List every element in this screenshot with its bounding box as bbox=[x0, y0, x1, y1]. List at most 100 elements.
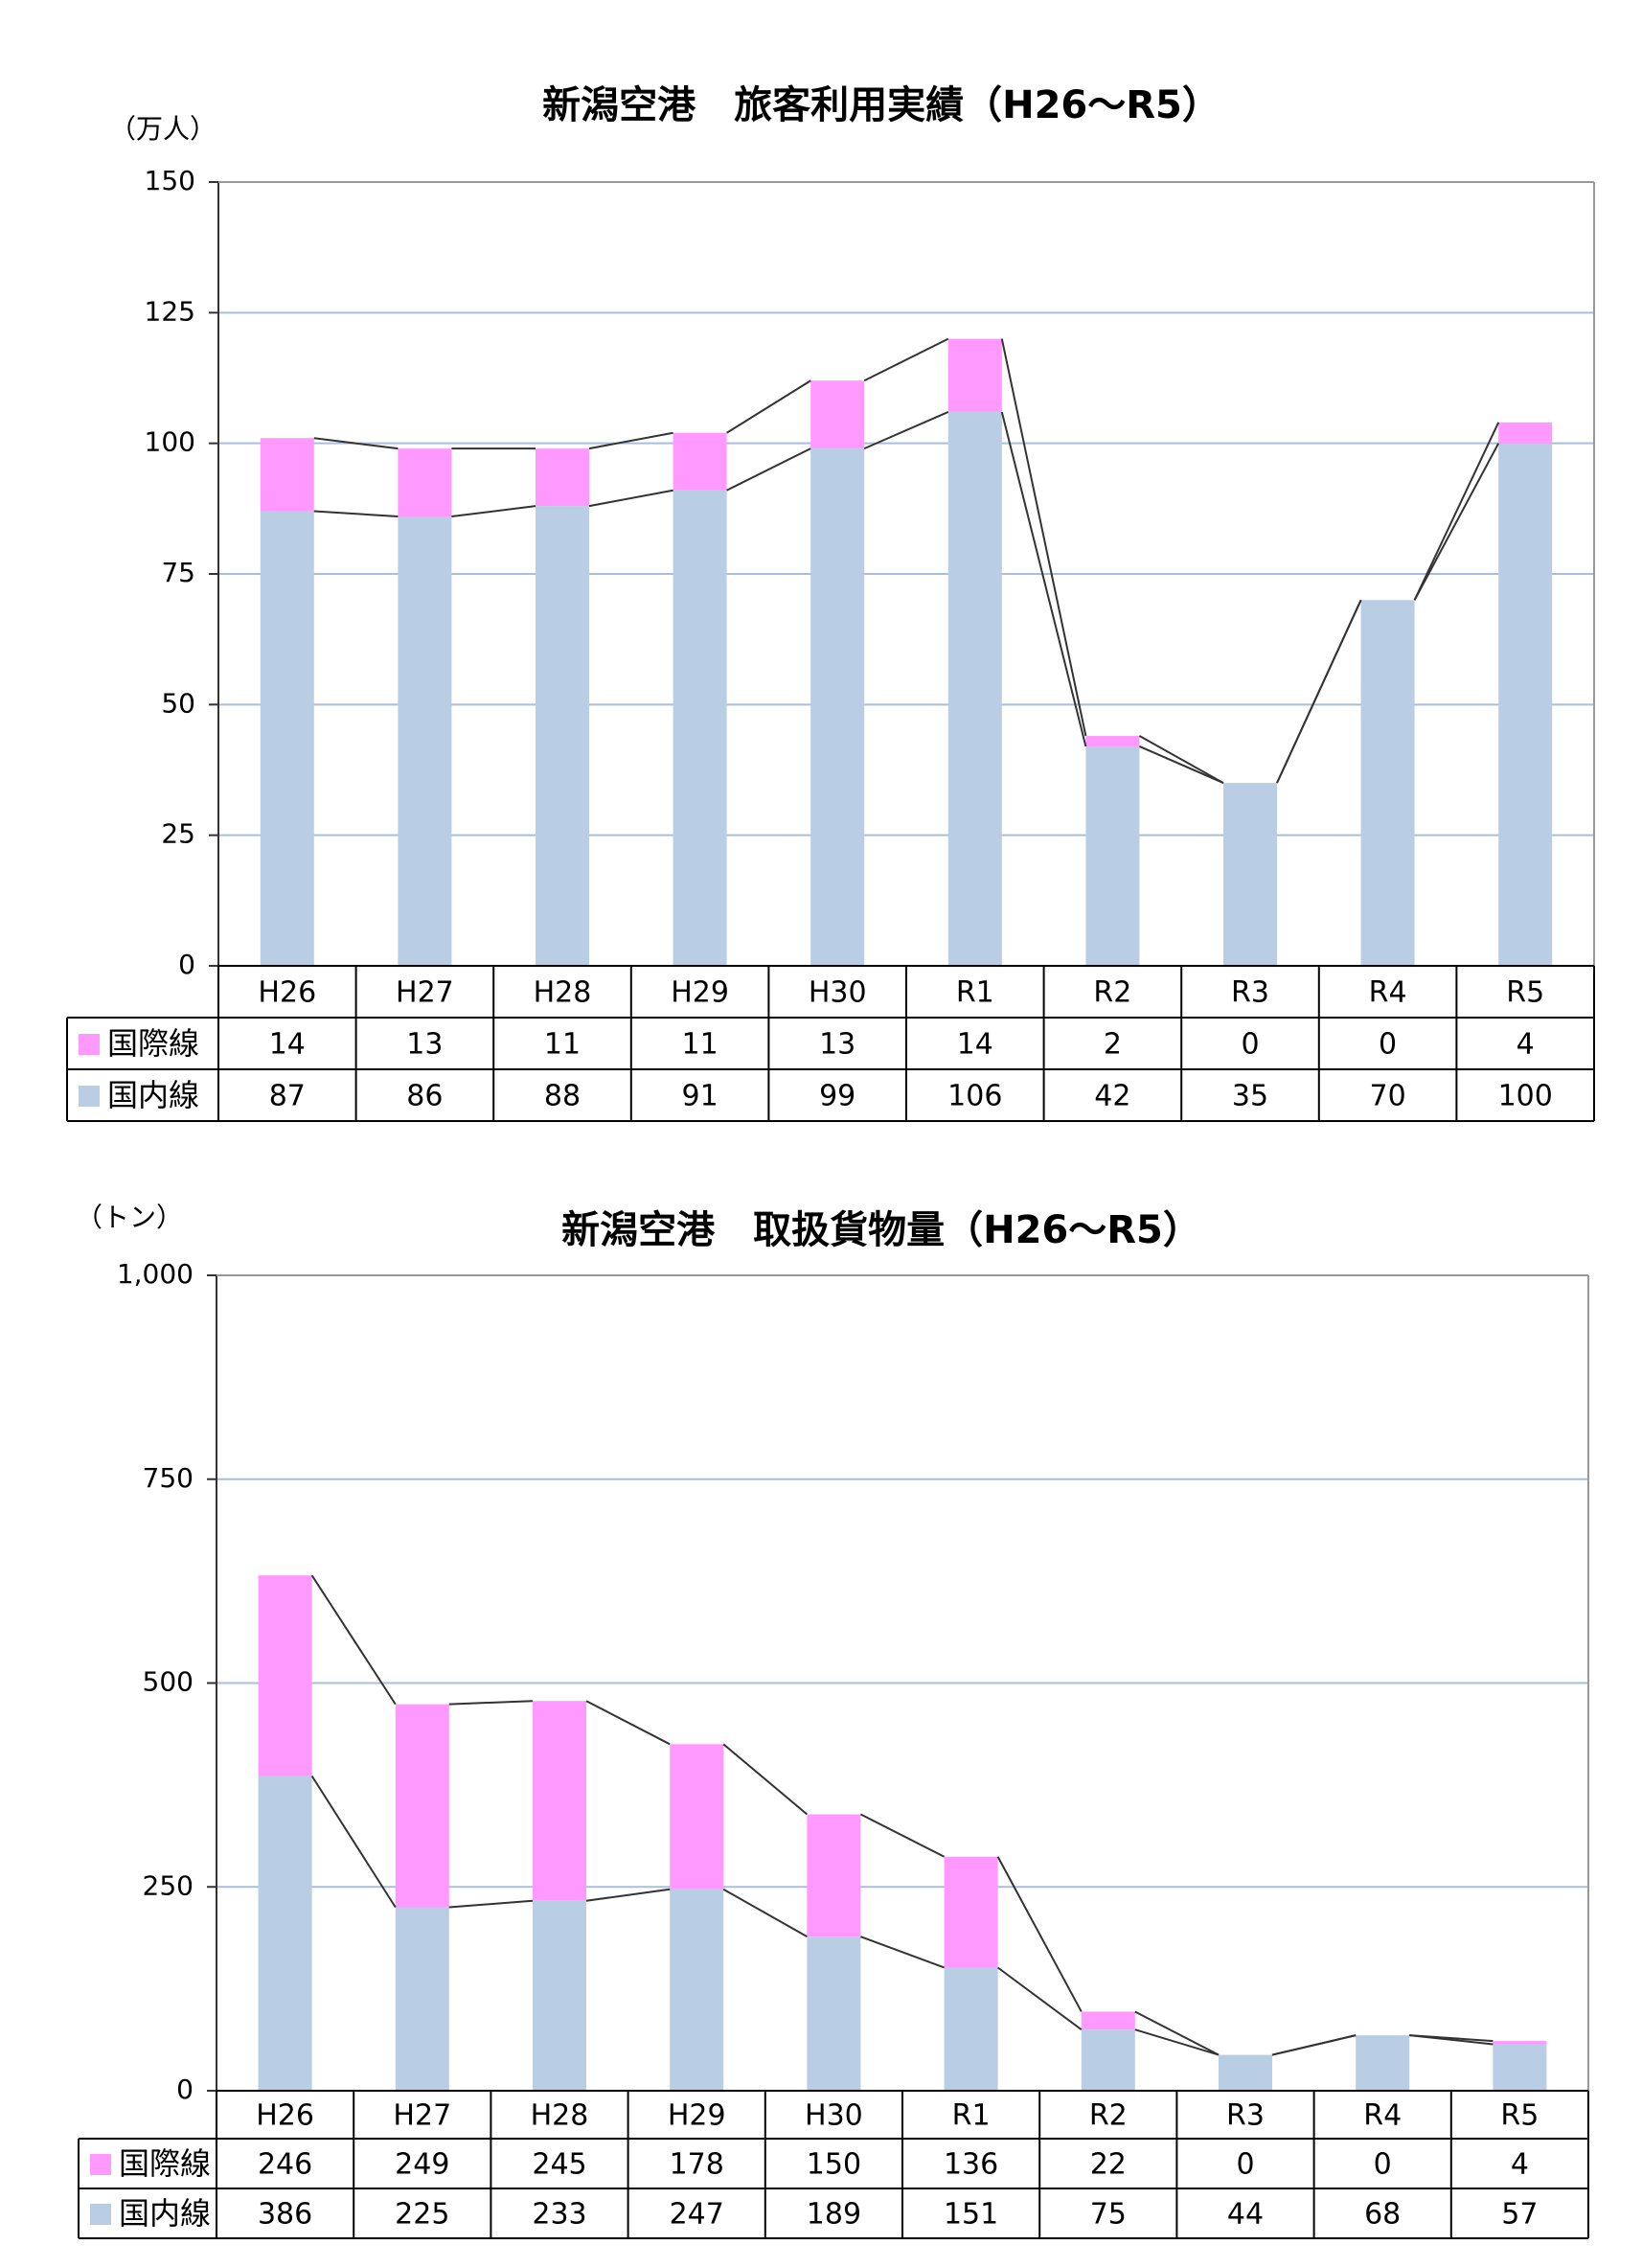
table-cell: 14 bbox=[269, 1028, 306, 1062]
bar-domestic bbox=[670, 1889, 724, 2091]
bar-international bbox=[807, 1814, 861, 1937]
x-category-label: H27 bbox=[393, 2099, 451, 2133]
bar-international bbox=[260, 438, 314, 512]
bar-domestic bbox=[1085, 745, 1140, 966]
bar-domestic bbox=[1493, 2044, 1547, 2091]
legend-swatch bbox=[79, 1034, 100, 1055]
table-cell: 70 bbox=[1370, 1080, 1406, 1113]
bar-international bbox=[1081, 2011, 1135, 2030]
y-tick-label: 500 bbox=[143, 1666, 194, 1698]
table-cell: 100 bbox=[1498, 1080, 1553, 1113]
table-cell: 225 bbox=[395, 2198, 449, 2232]
x-category-label: R2 bbox=[1093, 976, 1131, 1010]
table-cell: 0 bbox=[1241, 1028, 1259, 1062]
x-category-label: H26 bbox=[258, 976, 316, 1010]
bar-international bbox=[1498, 422, 1553, 444]
y-tick-label: 50 bbox=[161, 687, 195, 719]
y-tick-label: 1,000 bbox=[117, 1258, 194, 1290]
y-tick-label: 0 bbox=[176, 2073, 194, 2105]
table-cell: 386 bbox=[258, 2198, 312, 2232]
table-cell: 136 bbox=[944, 2148, 998, 2182]
x-category-label: R3 bbox=[1231, 976, 1269, 1010]
bar-domestic bbox=[1498, 443, 1553, 967]
y-tick-label: 150 bbox=[145, 165, 195, 196]
table-cell: 106 bbox=[947, 1080, 1002, 1113]
bar-international bbox=[258, 1575, 312, 1776]
table-cell: 13 bbox=[406, 1028, 443, 1062]
table-cell: 68 bbox=[1364, 2198, 1401, 2232]
table-cell: 0 bbox=[1374, 2148, 1392, 2182]
table-cell: 99 bbox=[819, 1080, 855, 1113]
table-cell: 0 bbox=[1379, 1028, 1397, 1062]
table-cell: 42 bbox=[1094, 1080, 1130, 1113]
passenger-chart-svg: 新潟空港 旅客利用実績（H26～R5） （万人） 0 25 50 75 100 125 150 H… bbox=[66, 83, 1595, 1122]
y-tick-label: 25 bbox=[161, 818, 195, 850]
bar-international bbox=[536, 448, 589, 507]
x-category-label: R1 bbox=[952, 2099, 991, 2133]
legend-swatch bbox=[90, 2154, 111, 2175]
bar-international bbox=[533, 1701, 586, 1901]
y-unit-label: （トン） bbox=[76, 1202, 183, 1233]
legend-label: 国内線 bbox=[119, 2195, 211, 2232]
bar-international bbox=[947, 338, 1002, 412]
y-tick-label: 750 bbox=[143, 1462, 194, 1494]
passenger-chart: 新潟空港 旅客利用実績（H26～R5） （万人） 0 25 50 75 100 125 150 H… bbox=[66, 83, 1595, 1122]
bar-international bbox=[395, 1704, 449, 1908]
x-category-label: R3 bbox=[1226, 2099, 1265, 2133]
bar-domestic bbox=[810, 448, 865, 966]
bar-domestic bbox=[1360, 600, 1415, 966]
y-tick-label: 250 bbox=[143, 1869, 194, 1901]
series-line-total bbox=[310, 1574, 1494, 2056]
y-tick-label: 100 bbox=[145, 426, 195, 458]
x-category-label: H28 bbox=[531, 2099, 589, 2133]
bar-international bbox=[398, 448, 452, 517]
bar-international bbox=[673, 432, 727, 491]
bar-international bbox=[944, 1856, 998, 1968]
table-cell: 4 bbox=[1511, 2148, 1529, 2182]
table-cell: 57 bbox=[1501, 2198, 1538, 2232]
bar-domestic bbox=[536, 506, 589, 966]
table-cell: 0 bbox=[1236, 2148, 1254, 2182]
bar-domestic bbox=[1356, 2035, 1410, 2091]
bar-domestic bbox=[395, 1907, 449, 2091]
bar-domestic bbox=[1219, 2054, 1272, 2091]
table-cell: 91 bbox=[682, 1080, 718, 1113]
table-cell: 189 bbox=[807, 2198, 861, 2232]
series-line-domestic bbox=[313, 411, 1500, 785]
bar-domestic bbox=[947, 411, 1002, 966]
table-cell: 233 bbox=[532, 2198, 586, 2232]
x-category-label: H29 bbox=[671, 976, 729, 1010]
bar-international bbox=[670, 1744, 724, 1890]
legend-label: 国内線 bbox=[107, 1077, 199, 1113]
bar-domestic bbox=[944, 1967, 998, 2091]
table-cell: 11 bbox=[544, 1028, 581, 1062]
bar-domestic bbox=[673, 490, 727, 966]
table-cell: 11 bbox=[682, 1028, 718, 1062]
bar-domestic bbox=[1223, 783, 1277, 966]
table-cell: 246 bbox=[258, 2148, 312, 2182]
y-unit-label: （万人） bbox=[109, 113, 217, 145]
x-category-label: R5 bbox=[1500, 2099, 1539, 2133]
table-cell: 178 bbox=[670, 2148, 724, 2182]
table-cell: 87 bbox=[269, 1080, 306, 1113]
x-category-label: R4 bbox=[1363, 2099, 1402, 2133]
x-category-label: R5 bbox=[1506, 976, 1544, 1010]
x-category-label: R1 bbox=[956, 976, 994, 1010]
table-cell: 13 bbox=[819, 1028, 855, 1062]
series-line-total bbox=[313, 337, 1500, 785]
table-cell: 4 bbox=[1517, 1028, 1535, 1062]
x-category-label: H26 bbox=[256, 2099, 314, 2133]
chart-title: 新潟空港 旅客利用実績（H26～R5） bbox=[542, 83, 1220, 127]
bar-international bbox=[1085, 736, 1140, 746]
legend-label: 国際線 bbox=[107, 1025, 199, 1062]
legend-label: 国際線 bbox=[119, 2145, 211, 2182]
bar-domestic bbox=[807, 1936, 861, 2091]
table-cell: 44 bbox=[1227, 2198, 1264, 2232]
x-category-label: R2 bbox=[1089, 2099, 1128, 2133]
table-cell: 150 bbox=[807, 2148, 861, 2182]
y-tick-label: 75 bbox=[161, 557, 195, 588]
table-cell: 249 bbox=[395, 2148, 449, 2182]
bar-domestic bbox=[260, 511, 314, 966]
bar-domestic bbox=[258, 1775, 312, 2091]
bar-domestic bbox=[533, 1900, 586, 2091]
